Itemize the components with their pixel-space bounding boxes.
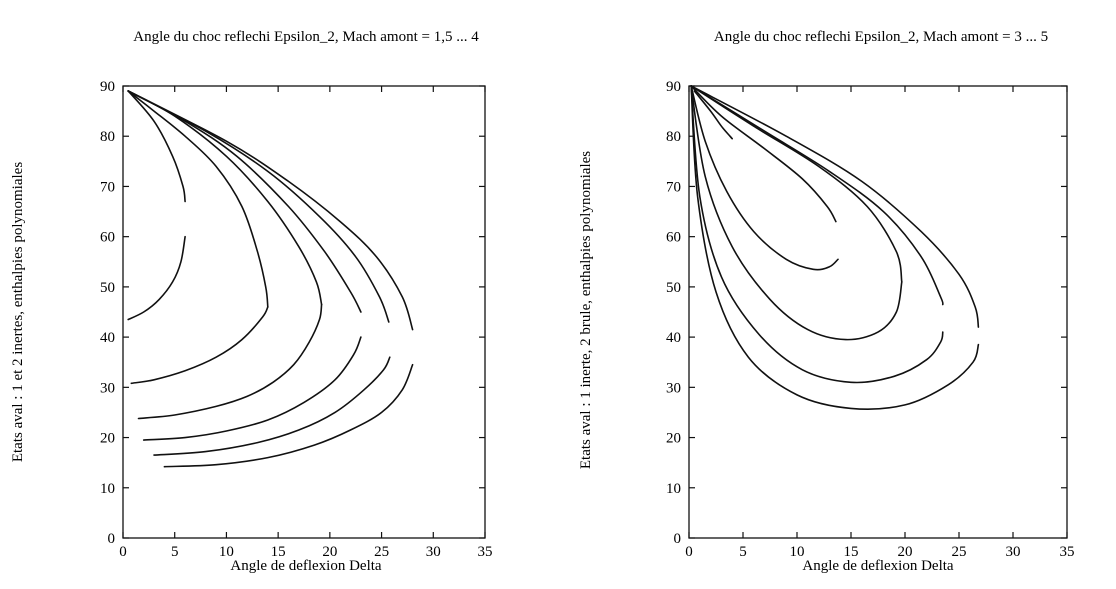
- left-series-line-8: [142, 336, 362, 441]
- left-series-line-11: [127, 90, 414, 331]
- left-y-tick-label: 60: [100, 230, 115, 246]
- right-y-tick-label: 10: [666, 481, 681, 497]
- right-y-tick-label: 40: [666, 330, 681, 346]
- left-curves: [127, 90, 414, 468]
- left-series-line-12: [163, 363, 414, 468]
- right-x-tick-label: 15: [844, 544, 859, 560]
- right-y-tick-label: 20: [666, 431, 681, 447]
- left-x-tick-label: 30: [426, 544, 441, 560]
- right-x-tick-label: 5: [739, 544, 747, 560]
- right-x-tick-label: 0: [685, 544, 693, 560]
- right-series-line-6: [690, 85, 944, 306]
- left-x-tick-label: 15: [271, 544, 286, 560]
- right-y-tick-label: 70: [666, 179, 681, 195]
- right-series-line-4: [690, 85, 903, 283]
- right-chart-title: Angle du choc reflechi Epsilon_2, Mach a…: [714, 29, 1048, 45]
- left-y-tick-label: 40: [100, 330, 115, 346]
- left-chart-title: Angle du choc reflechi Epsilon_2, Mach a…: [133, 29, 479, 45]
- left-series-line-5: [127, 90, 323, 306]
- left-x-tick-label: 35: [478, 544, 493, 560]
- right-x-tick-label: 35: [1060, 544, 1075, 560]
- left-x-tick-label: 0: [119, 544, 127, 560]
- right-series-line-5: [690, 85, 903, 341]
- right-y-tick-label: 50: [666, 280, 681, 296]
- right-x-tick-label: 30: [1006, 544, 1021, 560]
- left-series-line-9: [127, 90, 390, 323]
- left-series-line-1: [127, 90, 186, 203]
- right-series-line-3: [690, 85, 839, 271]
- right-y-tick-label: 30: [666, 380, 681, 396]
- right-x-tick-label: 25: [952, 544, 967, 560]
- left-y-tick-label: 70: [100, 179, 115, 195]
- left-y-tick-label: 50: [100, 280, 115, 296]
- right-series-line-7: [690, 85, 944, 384]
- left-y-tick-label: 10: [100, 481, 115, 497]
- right-x-tick-label: 10: [790, 544, 805, 560]
- left-series-line-7: [127, 90, 362, 313]
- left-series-line-3: [127, 90, 269, 308]
- left-y-tick-label: 20: [100, 431, 115, 447]
- right-chart: Angle du choc reflechi Epsilon_2, Mach a…: [578, 29, 1075, 574]
- left-axis-ticks: 0 5 10 15 20 25 30 35 0 10 20 30 40 50 60 70 80 90: [100, 79, 493, 560]
- right-x-tick-label: 20: [898, 544, 913, 560]
- left-series-line-10: [153, 356, 391, 456]
- right-y-tick-label: 80: [666, 129, 681, 145]
- left-series-line-4: [130, 306, 269, 385]
- right-x-axis-label: Angle de deflexion Delta: [802, 558, 954, 574]
- left-series-line-2: [127, 235, 186, 321]
- right-axis-ticks: 0 5 10 15 20 25 30 35 0 10 20 30 40 50 60 70 80 90: [666, 79, 1075, 560]
- left-series-line-6: [137, 303, 323, 420]
- right-plot-frame: [688, 85, 1068, 539]
- right-y-tick-label: 60: [666, 230, 681, 246]
- left-x-tick-label: 5: [171, 544, 179, 560]
- left-y-tick-label: 80: [100, 129, 115, 145]
- left-chart: Angle du choc reflechi Epsilon_2, Mach a…: [10, 29, 493, 574]
- left-x-tick-label: 25: [374, 544, 389, 560]
- left-x-axis-label: Angle de deflexion Delta: [230, 558, 382, 574]
- left-y-tick-label: 90: [100, 79, 115, 95]
- right-series-line-8: [690, 85, 980, 328]
- left-x-tick-label: 10: [219, 544, 234, 560]
- left-y-tick-label: 0: [108, 531, 116, 547]
- right-y-axis-label: Etats aval : 1 inerte, 2 brule, enthalpi…: [578, 151, 594, 469]
- left-plot-frame: [122, 85, 486, 539]
- right-series-line-2: [690, 85, 837, 223]
- right-series-line-9: [690, 85, 980, 410]
- right-y-tick-label: 90: [666, 79, 681, 95]
- right-series-line-1: [693, 90, 733, 140]
- right-y-tick-label: 0: [674, 531, 682, 547]
- left-y-axis-label: Etats aval : 1 et 2 inertes, enthalpies …: [10, 162, 26, 462]
- left-y-tick-label: 30: [100, 380, 115, 396]
- right-curves: [690, 85, 980, 410]
- left-x-tick-label: 20: [322, 544, 337, 560]
